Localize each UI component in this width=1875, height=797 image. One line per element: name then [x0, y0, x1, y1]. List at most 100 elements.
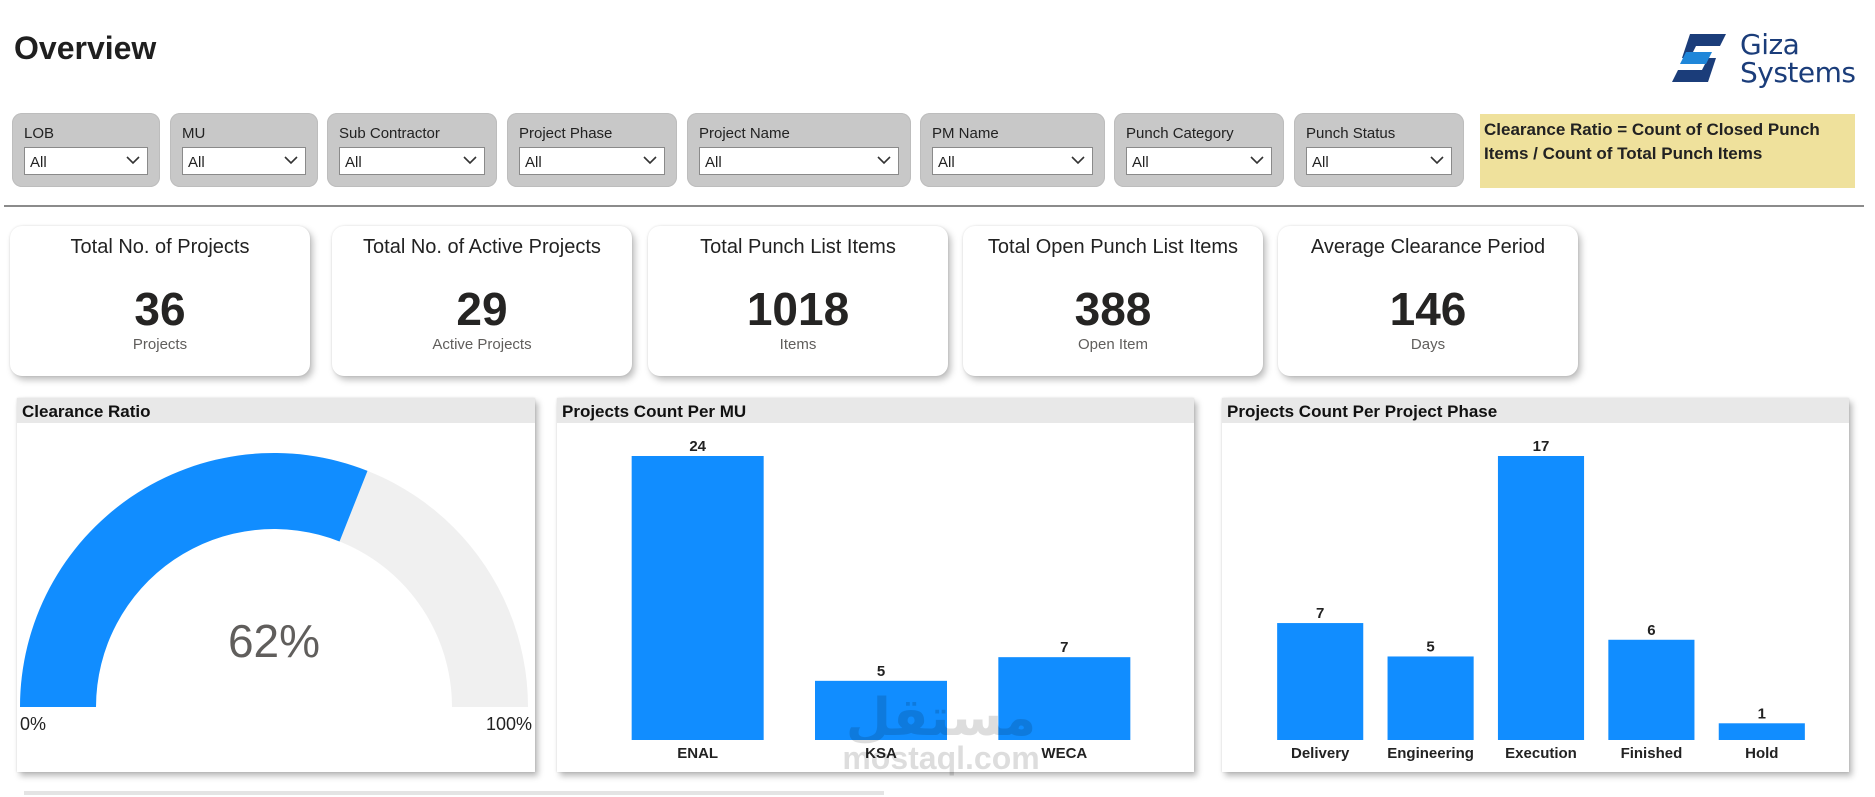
- chevron-down-icon: [643, 156, 657, 165]
- kpi-open-punch-list-items: Total Open Punch List Items 388 Open Ite…: [963, 226, 1263, 376]
- filter-value: All: [938, 154, 955, 171]
- kpi-value: 1018: [746, 283, 850, 335]
- kpi-value: 388: [1074, 283, 1152, 335]
- projects-per-mu-panel: Projects Count Per MU 24 ENAL 5 KSA 7 WECA: [557, 398, 1194, 772]
- filter-label: Project Phase: [519, 125, 613, 142]
- gauge-chart: 62% 0% 100%: [20, 452, 532, 734]
- category-label: Execution: [1505, 745, 1577, 762]
- filter-label: LOB: [24, 125, 55, 142]
- kpi-active-projects: Total No. of Active Projects 29 Active P…: [332, 226, 632, 376]
- filter-dropdown-sub-contractor[interactable]: All: [339, 147, 485, 175]
- filter-mu: MU All: [170, 113, 318, 187]
- filter-dropdown-punch-category[interactable]: All: [1126, 147, 1272, 175]
- kpi-value: 146: [1389, 283, 1467, 335]
- bar-chart-projects-per-mu: 24 ENAL 5 KSA 7 WECA: [631, 438, 1131, 762]
- gauge-fill: [20, 452, 368, 707]
- filter-label: Sub Contractor: [339, 125, 440, 142]
- kpi-value: 29: [456, 283, 508, 335]
- category-label: ENAL: [677, 745, 718, 762]
- bar-hold[interactable]: [1718, 723, 1805, 740]
- filter-project-name: Project Name All: [687, 113, 911, 187]
- kpi-punch-list-items: Total Punch List Items 1018 Items: [648, 226, 948, 376]
- filter-dropdown-project-name[interactable]: All: [699, 147, 899, 175]
- next-visual-edge: [24, 791, 884, 795]
- data-label: 1: [1758, 705, 1766, 722]
- chevron-down-icon: [1071, 156, 1085, 165]
- header-divider: [4, 205, 1864, 207]
- filter-pm-name: PM Name All: [920, 113, 1105, 187]
- kpi-total-projects: Total No. of Projects 36 Projects: [10, 226, 310, 376]
- kpi-unit: Projects: [132, 336, 188, 353]
- clearance-ratio-note: Clearance Ratio = Count of Closed Punch …: [1480, 114, 1855, 188]
- filter-dropdown-lob[interactable]: All: [24, 147, 148, 175]
- kpi-value: 36: [134, 283, 186, 335]
- gauge-min-label: 0%: [20, 714, 46, 734]
- data-label: 5: [877, 663, 885, 680]
- logo-text-giza: Giza: [1740, 28, 1800, 61]
- bar-finished[interactable]: [1608, 639, 1695, 740]
- chevron-down-icon: [1430, 156, 1444, 165]
- filter-dropdown-pm-name[interactable]: All: [932, 147, 1093, 175]
- logo-text-systems: Systems: [1740, 56, 1856, 89]
- data-label: 24: [689, 438, 706, 455]
- filter-lob: LOB All: [12, 113, 160, 187]
- kpi-title: Total No. of Projects: [70, 236, 250, 258]
- bar-delivery[interactable]: [1277, 623, 1364, 740]
- kpi-unit: Items: [779, 336, 817, 353]
- category-label: Delivery: [1291, 745, 1350, 762]
- data-label: 5: [1426, 638, 1434, 655]
- chevron-down-icon: [284, 156, 298, 165]
- filter-value: All: [345, 154, 362, 171]
- filter-value: All: [188, 154, 205, 171]
- category-label: WECA: [1041, 745, 1087, 762]
- kpi-title: Total Open Punch List Items: [987, 236, 1239, 258]
- gauge-max-label: 100%: [486, 714, 532, 734]
- kpi-average-clearance-period: Average Clearance Period 146 Days: [1278, 226, 1578, 376]
- filter-label: PM Name: [932, 125, 999, 142]
- gauge-value-label: 62%: [228, 615, 320, 667]
- bar-chart-projects-per-phase: 7 Delivery 5 Engineering 17 Execution 6 Finishe…: [1277, 438, 1805, 762]
- category-label: Hold: [1745, 745, 1778, 762]
- panel-title: Clearance Ratio: [22, 402, 151, 421]
- filter-dropdown-punch-status[interactable]: All: [1306, 147, 1452, 175]
- bar-weca[interactable]: [998, 657, 1131, 740]
- panel-title: Projects Count Per Project Phase: [1227, 402, 1498, 421]
- filter-value: All: [705, 154, 722, 171]
- data-label: 17: [1533, 438, 1550, 455]
- filter-value: All: [1312, 154, 1329, 171]
- kpi-title: Total Punch List Items: [700, 236, 896, 258]
- filter-punch-category: Punch Category All: [1114, 113, 1284, 187]
- filter-punch-status: Punch Status All: [1294, 113, 1464, 187]
- kpi-title: Total No. of Active Projects: [363, 236, 601, 258]
- bar-execution[interactable]: [1497, 456, 1585, 740]
- filter-dropdown-project-phase[interactable]: All: [519, 147, 665, 175]
- filter-label: Punch Status: [1306, 125, 1396, 142]
- logo-mark-icon: [1672, 34, 1726, 82]
- chevron-down-icon: [463, 156, 477, 165]
- panel-title: Projects Count Per MU: [562, 402, 747, 421]
- chevron-down-icon: [877, 156, 891, 165]
- data-label: 7: [1060, 639, 1068, 656]
- filter-label: Punch Category: [1126, 125, 1234, 142]
- filter-value: All: [525, 154, 542, 171]
- panel-header: Projects Count Per MU: [557, 398, 1194, 423]
- filter-project-phase: Project Phase All: [507, 113, 677, 187]
- filter-dropdown-mu[interactable]: All: [182, 147, 306, 175]
- panel-header: Clearance Ratio: [17, 398, 535, 423]
- chevron-down-icon: [126, 156, 140, 165]
- kpi-unit: Active Projects: [432, 336, 532, 353]
- data-label: 6: [1647, 622, 1655, 639]
- page-title: Overview: [14, 30, 157, 66]
- filter-label: Project Name: [699, 125, 790, 142]
- kpi-unit: Days: [1410, 336, 1446, 353]
- bar-ksa[interactable]: [815, 680, 947, 740]
- panel-header: Projects Count Per Project Phase: [1222, 398, 1849, 423]
- filter-sub-contractor: Sub Contractor All: [327, 113, 497, 187]
- giza-systems-logo: Giza Systems: [1668, 28, 1858, 90]
- chevron-down-icon: [1250, 156, 1264, 165]
- bar-engineering[interactable]: [1387, 656, 1474, 740]
- projects-per-phase-panel: Projects Count Per Project Phase 7 Delive…: [1222, 398, 1849, 772]
- bar-enal[interactable]: [631, 456, 764, 740]
- category-label: Engineering: [1387, 745, 1474, 762]
- clearance-ratio-panel: Clearance Ratio 62% 0% 100%: [17, 398, 535, 772]
